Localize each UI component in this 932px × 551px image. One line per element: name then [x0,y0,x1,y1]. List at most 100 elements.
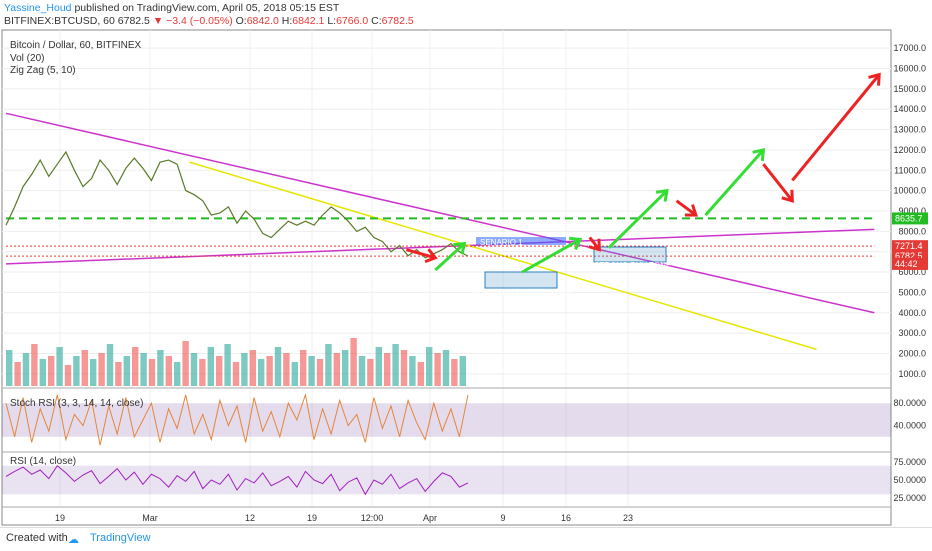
price-tick-label: 14000.0 [893,104,926,114]
senario2-label: SENARIO2 [484,263,525,272]
volume-bar [73,356,80,386]
senario1-zone[interactable] [476,237,566,245]
volume-bar [132,347,139,386]
open-label: O: [235,15,247,27]
volume-bar [417,362,424,386]
arrow-head [588,238,601,252]
price-tick-label: 1000.0 [898,369,926,379]
rsi-tick-label: 25.0000 [893,493,926,503]
price-tick-label: 13000.0 [893,125,926,135]
price-tick-label: 16000.0 [893,64,926,74]
arrow-head [453,241,467,255]
volume-bar [266,356,273,386]
trend-line [5,112,875,314]
price-tag-label: 6782.5 [895,251,923,261]
time-tick-label: 12 [245,513,255,523]
volume-bar [442,350,450,386]
rsi-band [2,465,891,495]
price-series-line [5,150,469,259]
zones [476,237,667,289]
volume-bar [350,338,357,386]
rsi-tick-label: 50.0000 [893,475,926,485]
volume-bar [451,359,458,386]
time-tick-label: 19 [55,513,65,523]
high-value: 6842.1 [292,15,325,27]
stoch-tick-label: 40.0000 [893,421,926,431]
grid-lines [2,30,891,507]
price-tag-label: 7271.4 [895,241,923,251]
time-tick-label: Mar [142,513,158,523]
volume-bar [64,365,72,386]
symbol-line: BITFINEX:BTCUSD, 60 6782.5 ▼ −3.4 (−0.05… [4,15,414,27]
open-value: 6842.0 [246,15,279,27]
volume-bar [216,356,223,386]
price-tick-label: 11000.0 [894,165,926,175]
arrow-shaft [704,148,765,217]
rsi-legend: RSI (14, close) [10,456,77,467]
price-axis: 17000.0 16000.0 15000.0 14000.0 13000.0 12000… [893,43,926,379]
arrow-head [868,72,881,86]
volume-bar [333,353,340,386]
down-triangle-icon: ▼ [152,15,164,27]
close-label: C: [371,15,382,27]
price-change: −3.4 (−0.05%) [166,15,233,27]
price-tick-label: 9000.0 [898,206,926,216]
very-strong-buy-zone[interactable] [484,271,558,289]
time-tick-label: 23 [623,513,633,523]
price-tick-label: 10000.0 [893,186,926,196]
volume-bar [249,350,256,386]
volume-bar [409,356,416,386]
price-tick-label: 8000.0 [898,226,926,236]
trend-line [5,228,875,265]
volume-bar [258,359,265,386]
arrow-head [752,148,766,162]
price-tag [892,257,928,270]
arrow-shaft [434,242,466,272]
volume-bar [400,350,408,386]
volume-bar [22,353,30,386]
senario1-label: SENARIO 1 [480,238,523,247]
price-tick-label: 4000.0 [898,308,926,318]
volume-bar [106,344,114,386]
volume-bar [123,356,130,386]
publish-header: Yassine_Houd published on TradingView.co… [0,0,932,28]
volume-bar [174,362,181,386]
arrow-shaft [588,236,601,251]
arrow-shaft [406,248,436,260]
volume-bars [6,338,466,386]
chart-canvas[interactable]: 17000.0 16000.0 15000.0 14000.0 13000.0 12000… [0,28,932,527]
volume-bar [140,353,147,386]
price-tick-label: 6000.0 [898,267,926,277]
chart-frame [1,29,892,526]
price-tick-label: 15000.0 [893,84,926,94]
volume-bar [207,347,214,386]
volume-bar [182,341,189,386]
time-tick-label: Apr [423,513,437,523]
created-with-text: Created with [6,532,68,544]
strong-buy-zone[interactable] [593,246,667,263]
volume-bar [459,356,466,386]
volume-bar [48,356,55,386]
stoch-tick-label: 80.0000 [893,398,926,408]
volume-bar [90,359,97,386]
volume-bar [358,356,366,386]
zigzag-legend: Zig Zag (5, 10) [10,65,76,76]
arrow-shaft [607,189,668,249]
stoch-legend: Stoch RSI (3, 3, 14, 14, close) [10,398,144,409]
volume-bar [283,353,290,386]
price-tick-label: 3000.0 [898,328,926,338]
arrow-head [781,189,794,203]
volume-bar [81,350,88,386]
time-tick-label: 19 [307,513,317,523]
volume-bar [392,344,399,386]
vol-legend: Vol (20) [10,53,45,64]
tradingview-link[interactable]: TradingView [90,532,151,544]
volume-bar [148,359,156,386]
price-tick-label: 5000.0 [898,287,926,297]
arrow-shaft [791,73,881,182]
author-link[interactable]: Yassine_Houd [4,2,72,14]
arrow-head [655,188,669,202]
strong-buy-label: STRONG BUY ZONE [594,261,671,270]
volume-bar [224,344,231,386]
